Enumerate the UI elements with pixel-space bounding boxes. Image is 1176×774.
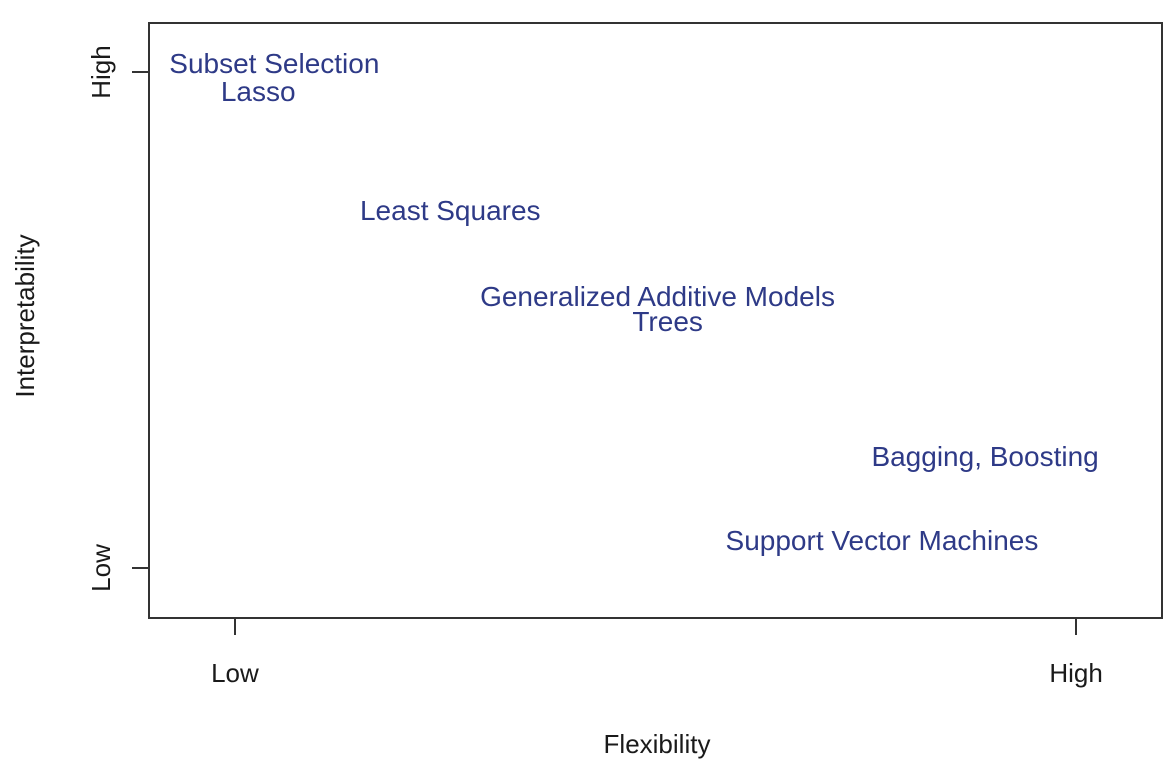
x-axis-title: Flexibility [603,729,711,759]
y-axis-tick [132,567,150,570]
x-axis-tick-label: High [1049,658,1103,688]
method-label: Bagging, Boosting [871,441,1099,473]
method-label: Lasso [220,75,296,107]
method-label: Support Vector Machines [725,525,1039,557]
y-axis-tick-label: Low [86,544,116,593]
method-label: Subset Selection [169,47,380,79]
method-label: Least Squares [359,195,541,227]
x-axis-tick [233,617,236,635]
method-label: Trees [632,306,703,338]
x-axis-tick [1075,617,1078,635]
plot-area: Subset Selection Lasso Least Squares Genera… [86,22,1163,686]
y-axis-tick [132,71,150,74]
x-axis-tick-label: Low [211,658,259,688]
method-label: Generalized Additive Models [480,281,835,313]
y-axis-tick-label: High [86,45,116,99]
y-axis-title: Interpretability [10,234,40,398]
